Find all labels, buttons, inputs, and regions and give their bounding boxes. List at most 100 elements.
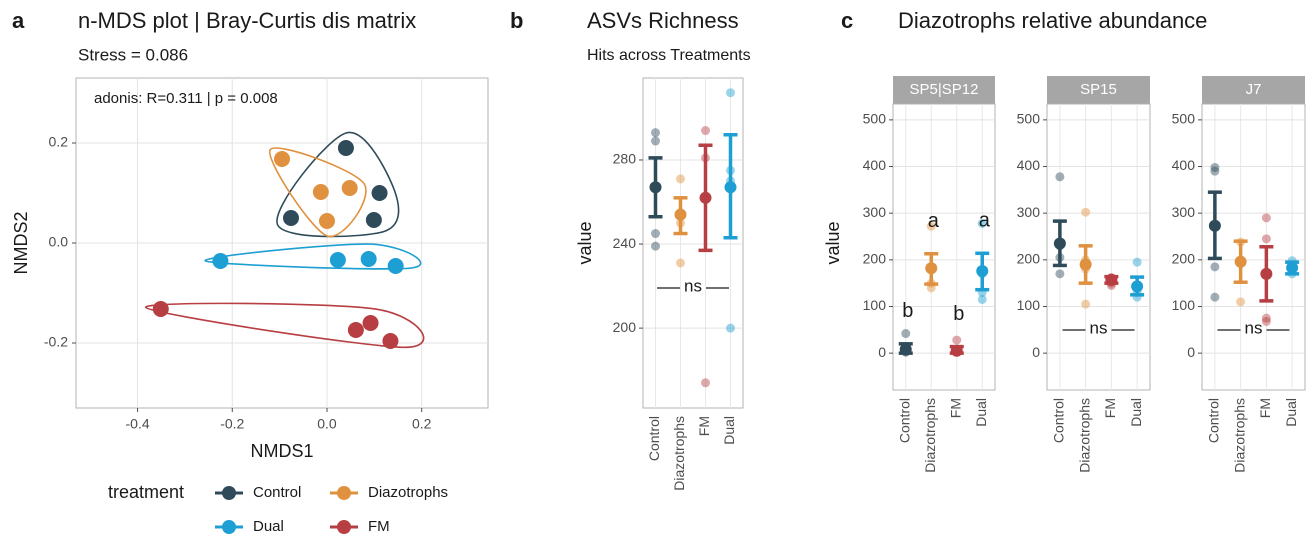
x-tick-label: FM <box>1257 398 1273 418</box>
y-tick-label: 300 <box>1172 204 1196 220</box>
y-tick-label: 0.0 <box>49 234 69 250</box>
y-tick-label: 400 <box>1172 157 1196 173</box>
x-tick-label: FM <box>696 416 712 436</box>
raw-point <box>1210 262 1220 272</box>
raw-point <box>1210 162 1220 172</box>
point <box>341 180 358 196</box>
mean-point <box>1053 237 1066 250</box>
raw-point <box>1261 313 1271 323</box>
y-tick-label: 100 <box>863 297 887 313</box>
x-tick-label: Control <box>646 416 662 461</box>
group-hull <box>276 131 400 238</box>
strip-label: SP15 <box>1080 81 1117 98</box>
chart-title: Diazotrophs relative abundance <box>898 8 1207 33</box>
x-tick-label: Dual <box>1283 398 1299 427</box>
y-tick-label: 100 <box>1017 297 1041 313</box>
strip <box>893 76 995 104</box>
panel-letter: b <box>510 8 523 33</box>
raw-point <box>1081 299 1091 309</box>
legend-key-dot <box>337 486 351 500</box>
raw-point <box>1132 257 1142 267</box>
raw-point <box>651 241 660 251</box>
y-tick-label: 500 <box>1172 111 1196 127</box>
y-tick-label: 240 <box>613 235 637 251</box>
mean-point <box>899 343 912 356</box>
point <box>312 184 329 200</box>
annotation: adonis: R=0.311 | p = 0.008 <box>94 90 278 107</box>
group-hull <box>145 302 425 349</box>
mean-point <box>1234 255 1247 268</box>
mean-point <box>1286 261 1299 274</box>
mean-point <box>1131 280 1144 293</box>
ns-annotation: ns <box>684 276 702 295</box>
legend-key-dot <box>337 520 351 534</box>
raw-point <box>651 136 660 146</box>
x-tick-label: Control <box>1206 398 1222 443</box>
legend-title: treatment <box>108 482 184 502</box>
mean-point <box>724 181 737 194</box>
point <box>371 185 388 201</box>
significance-letter: b <box>902 300 913 322</box>
x-tick-label: Dual <box>973 398 989 427</box>
x-axis-label: NMDS1 <box>250 441 313 461</box>
y-axis-label: value <box>575 221 595 264</box>
raw-point <box>676 258 685 268</box>
mean-point <box>1105 273 1118 286</box>
plot-panel <box>1201 103 1306 391</box>
x-tick-label: Dual <box>721 416 737 445</box>
y-tick-label: 500 <box>863 111 887 127</box>
x-tick-label: Diazotrophs <box>1231 398 1247 473</box>
raw-point <box>1055 172 1065 182</box>
point <box>212 253 229 269</box>
mean-point <box>649 181 662 194</box>
point <box>382 333 399 349</box>
x-tick-label: Diazotrophs <box>1076 398 1092 473</box>
raw-point <box>1055 269 1065 279</box>
legend-label: Dual <box>253 518 284 534</box>
x-tick-label: FM <box>947 398 963 418</box>
raw-point <box>952 335 962 345</box>
point <box>337 140 354 156</box>
significance-letter: b <box>953 303 964 325</box>
y-tick-label: 200 <box>613 319 637 335</box>
x-tick-label: 0.2 <box>412 416 432 432</box>
point <box>347 322 364 338</box>
mean-point <box>674 208 687 221</box>
x-tick-label: -0.4 <box>126 416 150 432</box>
raw-point <box>977 218 987 228</box>
point <box>329 252 346 268</box>
strip-label: J7 <box>1246 81 1262 98</box>
y-axis-label: value <box>823 221 843 264</box>
mean-point <box>925 262 938 275</box>
x-tick-label: Dual <box>1128 398 1144 427</box>
point <box>282 210 299 226</box>
point <box>365 212 382 228</box>
plot-panel <box>642 77 744 409</box>
legend-key-dot <box>222 486 236 500</box>
mean-point <box>1260 267 1273 280</box>
point <box>274 151 290 167</box>
x-tick-label: -0.2 <box>220 416 244 432</box>
strip-label: SP5|SP12 <box>910 81 979 98</box>
panel-letter: c <box>841 8 853 33</box>
significance-letter: a <box>979 210 991 232</box>
mean-point <box>1079 258 1092 271</box>
mean-point <box>1208 219 1221 232</box>
y-tick-label: 300 <box>863 204 887 220</box>
y-tick-label: 200 <box>1172 251 1196 267</box>
y-tick-label: 400 <box>1017 157 1041 173</box>
raw-point <box>977 294 987 304</box>
chart-subtitle: Stress = 0.086 <box>78 45 188 64</box>
mean-point <box>699 191 712 204</box>
x-tick-label: Control <box>1051 398 1067 443</box>
legend-key-dot <box>222 520 236 534</box>
raw-point <box>1261 213 1271 223</box>
y-tick-label: -0.2 <box>44 334 68 350</box>
raw-point <box>701 126 710 136</box>
chart-title: ASVs Richness <box>587 8 739 33</box>
y-tick-label: 0 <box>1032 344 1040 360</box>
raw-point <box>1236 297 1246 307</box>
y-tick-label: 0 <box>878 344 886 360</box>
y-tick-label: 400 <box>863 157 887 173</box>
legend-label: Control <box>253 484 301 501</box>
